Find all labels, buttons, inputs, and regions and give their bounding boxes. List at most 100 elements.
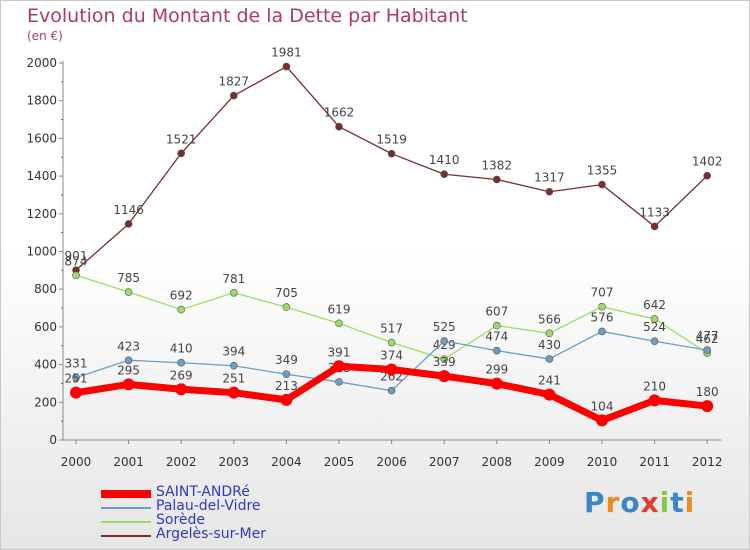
saint-andre-point	[701, 400, 714, 413]
sorede-point	[124, 288, 133, 296]
y-tick-label: 2000	[26, 56, 57, 70]
palau-del-vidre-data-label: 331	[65, 357, 88, 371]
palau-del-vidre-point	[282, 370, 291, 379]
palau-del-vidre-point	[72, 373, 80, 382]
saint-andre-point	[280, 393, 293, 406]
sorede-data-label: 785	[117, 271, 140, 285]
palau-del-vidre-point	[124, 356, 133, 365]
legend-label: Palau-del-Vidre	[156, 498, 261, 514]
argeles-sur-mer-data-label: 1519	[376, 133, 407, 147]
logo-letter: P	[584, 486, 606, 519]
saint-andre-point	[333, 360, 345, 373]
logo-letter: t	[670, 486, 685, 519]
saint-andre-point	[543, 388, 556, 401]
y-tick-label: 0	[49, 433, 57, 447]
saint-andre-data-label: 241	[538, 374, 561, 388]
saint-andre-data-label: 213	[275, 379, 298, 393]
sorede-data-label: 705	[275, 286, 298, 300]
palau-del-vidre-data-label: 410	[170, 342, 193, 356]
x-tick-label: 2004	[271, 455, 302, 469]
sorede-data-label: 874	[65, 254, 88, 268]
legend-label: SAINT-ANDRé	[156, 484, 250, 500]
saint-andre-data-label: 339	[433, 355, 456, 369]
saint-andre-data-label: 210	[643, 379, 666, 393]
sorede-data-label: 692	[170, 289, 193, 303]
y-tick-label: 200	[34, 395, 57, 409]
x-tick-label: 2006	[376, 455, 407, 469]
palau-del-vidre-point	[703, 346, 712, 354]
palau-del-vidre-data-label: 474	[485, 330, 508, 344]
legend-swatch	[101, 521, 151, 523]
x-tick-label: 2008	[482, 455, 513, 469]
y-tick-label: 1600	[26, 131, 57, 145]
argeles-sur-mer-point	[650, 222, 659, 231]
argeles-sur-mer-point	[545, 187, 554, 196]
sorede-data-label: 517	[380, 322, 403, 336]
chart-subtitle: (en €)	[27, 29, 63, 43]
argeles-sur-mer-point	[177, 149, 185, 158]
x-tick-label: 2001	[113, 455, 144, 469]
saint-andre-point	[122, 378, 135, 391]
palau-del-vidre-point	[335, 378, 343, 386]
argeles-sur-mer-point	[282, 62, 291, 71]
logo-letter: r	[605, 486, 621, 519]
palau-del-vidre-point	[492, 346, 501, 355]
legend-swatch	[101, 490, 151, 498]
sorede-point	[282, 303, 291, 311]
argeles-sur-mer-data-label: 1355	[587, 164, 618, 178]
y-tick-label: 1200	[26, 207, 57, 221]
argeles-sur-mer-data-label: 1662	[324, 106, 355, 120]
saint-andre-data-label: 180	[696, 385, 719, 399]
argeles-sur-mer-data-label: 1133	[639, 205, 670, 219]
sorede-point	[545, 329, 554, 338]
sorede-data-label: 566	[538, 312, 561, 326]
legend-label: Sorède	[156, 512, 206, 528]
palau-del-vidre-point	[440, 337, 449, 345]
saint-andre-data-label: 374	[380, 349, 403, 363]
palau-del-vidre-data-label: 576	[591, 310, 614, 324]
legend-label: Argelès-sur-Mer	[156, 526, 266, 542]
argeles-sur-mer-data-label: 1317	[534, 171, 565, 185]
argeles-sur-mer-data-label: 1521	[166, 132, 197, 146]
sorede-point	[598, 302, 606, 311]
saint-andre-data-label: 391	[328, 345, 351, 359]
y-tick-label: 1400	[26, 169, 57, 183]
sorede-point	[650, 315, 659, 323]
saint-andre-data-label: 269	[170, 368, 193, 382]
saint-andre-point	[227, 386, 240, 399]
argeles-sur-mer-point	[703, 171, 712, 180]
logo-letter: x	[640, 486, 660, 519]
chart-title: Evolution du Montant de la Dette par Hab…	[27, 5, 468, 27]
saint-andre-point	[648, 394, 661, 407]
saint-andre-point	[438, 370, 451, 383]
saint-andre-data-label: 251	[65, 372, 88, 386]
argeles-sur-mer-data-label: 1402	[692, 155, 723, 169]
saint-andre-data-label: 104	[591, 399, 614, 413]
y-tick-label: 1000	[26, 245, 57, 259]
argeles-sur-mer-point	[387, 149, 396, 158]
saint-andre-point	[70, 386, 82, 399]
palau-del-vidre-point	[650, 337, 659, 346]
palau-del-vidre-data-label: 477	[696, 329, 719, 343]
palau-del-vidre-data-label: 525	[433, 320, 456, 334]
palau-del-vidre-point	[387, 386, 396, 395]
x-tick-label: 2009	[534, 455, 565, 469]
argeles-sur-mer-point	[124, 220, 133, 228]
palau-del-vidre-point	[598, 327, 606, 336]
saint-andre-point	[490, 377, 503, 390]
sorede-point	[72, 271, 80, 280]
palau-del-vidre-point	[230, 361, 238, 370]
palau-del-vidre-data-label: 430	[538, 338, 561, 352]
sorede-point	[177, 305, 185, 314]
x-tick-label: 2007	[429, 455, 460, 469]
logo-letter: i	[684, 486, 696, 519]
sorede-data-label: 462	[696, 332, 719, 346]
saint-andre-point	[175, 383, 188, 396]
argeles-sur-mer-point	[335, 122, 343, 131]
sorede-data-label: 642	[643, 298, 666, 312]
logo-letter: o	[620, 486, 641, 519]
palau-del-vidre-data-label: 524	[643, 320, 666, 334]
sorede-data-label: 619	[328, 302, 351, 316]
